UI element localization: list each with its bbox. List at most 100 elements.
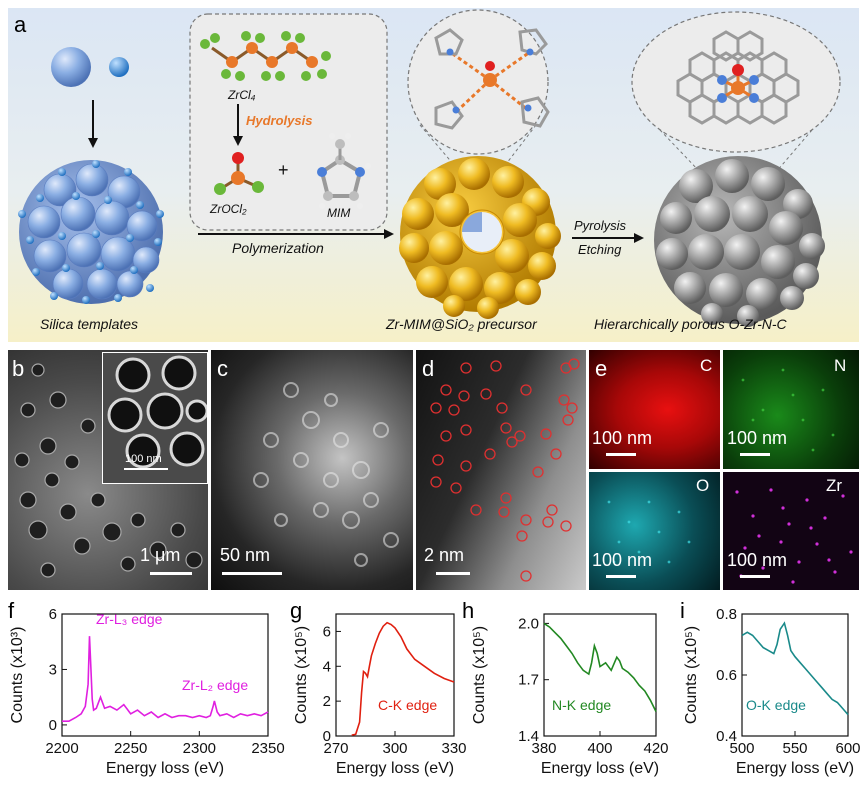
hydrolysis-arrow-head [233, 136, 243, 146]
x-axis-label-g: Energy loss (eV) [336, 760, 454, 777]
x-axis-label-f: Energy loss (eV) [106, 760, 224, 777]
eds-speckle [607, 500, 691, 564]
plus-sign: + [278, 160, 289, 180]
x-tick-label-g: 300 [382, 740, 407, 757]
mim-molecule [317, 133, 371, 209]
y-tick-label-h: 1.4 [518, 728, 539, 745]
pyrolysis-arrow-head [634, 233, 644, 243]
eds-element-o: O [696, 476, 710, 495]
plot-frame-f [61, 613, 269, 737]
x-tick-label-g: 270 [323, 740, 348, 757]
zrocl2-label: ZrOCl₂ [210, 202, 247, 216]
sem-texture [14, 363, 203, 578]
eds-map-n [723, 350, 859, 469]
y-tick-label-f: 3 [49, 661, 57, 678]
x-tick-label-f: 2300 [183, 740, 216, 757]
eds-zr-scale-bar [740, 575, 770, 578]
panel-label-a: a [14, 12, 27, 37]
eds-map-c [589, 350, 720, 469]
polymerization-arrow-head [384, 229, 394, 239]
eds-n-scale-label: 100 nm [727, 428, 788, 448]
panel-label-c: c [217, 356, 228, 381]
etching-label: Etching [578, 242, 622, 257]
tem-texture [253, 382, 399, 567]
x-tick-label-h: 380 [531, 740, 556, 757]
plot-frame-i [741, 613, 849, 737]
sem-scale-bar [150, 572, 192, 575]
down-arrow-head [88, 138, 98, 148]
panel-label-d: d [422, 356, 435, 381]
plot-frame-h [543, 613, 657, 737]
eels-spectrum-g [351, 621, 455, 736]
eds-c-scale-label: 100 nm [592, 428, 653, 448]
sem-inset-pores [107, 355, 207, 469]
haadf-scale-label: 2 nm [424, 545, 465, 565]
edge-annotation-g: C-K edge [378, 697, 437, 713]
eds-element-c: C [700, 356, 713, 375]
zrocl2-molecule [214, 152, 264, 195]
edge-annotation-h: N-K edge [552, 697, 611, 713]
zr-mim-coordination [434, 28, 550, 130]
silica-sphere-large [51, 47, 91, 87]
x-tick-label-i: 550 [782, 740, 807, 757]
eds-zr-scale-label: 100 nm [727, 550, 788, 570]
sem-inset-scale-bar [124, 468, 168, 470]
edge-annotation-f: Zr-L₃ edge [96, 611, 163, 627]
zr-n4-graphene-structure [676, 30, 800, 125]
silica-template-cluster [18, 160, 164, 304]
x-tick-label-g: 330 [441, 740, 466, 757]
eds-map-zr [723, 472, 859, 590]
zrcl4-label: ZrCl₄ [228, 88, 256, 102]
y-tick-label-g: 2 [323, 693, 331, 710]
precursor-magnified-view [407, 9, 549, 155]
haadf-image [416, 350, 586, 590]
panel-label-e: e [595, 356, 608, 381]
x-tick-label-h: 420 [643, 740, 668, 757]
eds-o-scale-label: 100 nm [592, 550, 653, 570]
eels-spectrum-i [741, 621, 849, 716]
mim-label: MIM [327, 206, 351, 220]
x-axis-label-h: Energy loss (eV) [541, 760, 659, 777]
zoom-line [659, 129, 701, 173]
sem-scale-label: 1 μm [140, 545, 181, 565]
y-tick-label-i: 0.4 [716, 728, 737, 745]
tem-image [211, 350, 413, 590]
single-atom-markers [430, 358, 580, 582]
eds-speckle [735, 488, 853, 584]
y-tick-label-g: 0 [323, 728, 331, 745]
edge-annotation-i: O-K edge [746, 697, 806, 713]
pyrolysis-label: Pyrolysis [574, 218, 627, 233]
precursor-label: Zr-MIM@SiO₂ precursor [386, 316, 537, 332]
eds-element-n: N [834, 356, 847, 375]
panel-label-b: b [12, 356, 25, 381]
zr-center [717, 64, 759, 103]
silica-sphere-small [109, 57, 129, 77]
panel-label-g: g [290, 598, 303, 623]
y-axis-label-f: Counts (x10³) [9, 627, 26, 724]
haadf-scale-bar [436, 572, 470, 575]
tem-scale-label: 50 nm [220, 545, 271, 565]
x-tick-label-i: 600 [835, 740, 860, 757]
panel-label-h: h [462, 598, 475, 623]
zrcl4-molecule [200, 31, 331, 81]
y-tick-label-f: 6 [49, 606, 57, 623]
product-label: Hierarchically porous O-Zr-N-C [594, 316, 787, 332]
y-tick-label-g: 4 [323, 658, 331, 675]
x-axis-label-i: Energy loss (eV) [736, 760, 854, 777]
eds-o-scale-bar [606, 575, 636, 578]
x-tick-label-f: 2350 [251, 740, 284, 757]
zoom-line [419, 124, 461, 173]
eds-speckle [741, 368, 835, 452]
y-axis-label-i: Counts (x10⁵) [683, 626, 700, 724]
eds-n-scale-bar [740, 453, 770, 456]
y-axis-label-h: Counts (x10⁵) [471, 626, 488, 724]
y-tick-label-f: 0 [49, 717, 57, 734]
eds-element-zr: Zr [826, 476, 843, 495]
x-tick-label-h: 400 [587, 740, 612, 757]
eels-spectrum-h [543, 622, 657, 712]
sem-inset [102, 352, 208, 484]
panel-label-i: i [680, 598, 685, 623]
y-tick-label-h: 2.0 [518, 615, 539, 632]
schematic-drawing [18, 9, 841, 327]
